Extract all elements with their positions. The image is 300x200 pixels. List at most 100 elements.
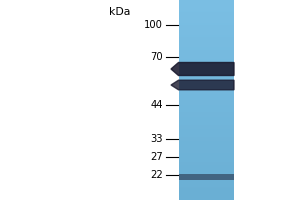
Bar xyxy=(178,43,234,44)
Bar xyxy=(178,169,234,170)
Bar xyxy=(178,35,234,36)
Bar xyxy=(178,69,234,70)
Bar xyxy=(178,65,234,66)
Bar xyxy=(178,178,234,179)
Bar xyxy=(178,37,234,38)
Bar xyxy=(178,76,234,77)
Bar xyxy=(178,42,234,43)
Text: kDa: kDa xyxy=(109,7,130,17)
Bar xyxy=(178,116,234,117)
Bar xyxy=(178,136,234,137)
Bar xyxy=(178,81,234,82)
Bar xyxy=(178,103,234,104)
Bar xyxy=(178,99,234,100)
Polygon shape xyxy=(171,62,234,75)
Bar xyxy=(178,173,234,174)
Bar xyxy=(178,34,234,35)
Bar xyxy=(178,88,234,89)
Bar xyxy=(178,150,234,151)
Bar xyxy=(178,100,234,101)
Bar xyxy=(178,68,234,69)
Bar xyxy=(178,132,234,133)
Bar xyxy=(178,60,234,61)
Bar xyxy=(178,79,234,80)
Bar xyxy=(178,55,234,56)
Bar xyxy=(178,27,234,28)
Bar xyxy=(178,19,234,20)
Bar xyxy=(178,10,234,11)
Bar xyxy=(178,138,234,139)
Bar xyxy=(178,101,234,102)
Bar xyxy=(178,2,234,3)
Bar xyxy=(178,97,234,98)
Bar xyxy=(178,62,234,63)
Bar xyxy=(178,135,234,136)
Bar xyxy=(178,155,234,156)
Bar xyxy=(178,163,234,164)
Bar xyxy=(178,21,234,22)
Bar xyxy=(178,156,234,157)
Bar xyxy=(178,72,234,73)
Bar xyxy=(178,58,234,59)
Bar xyxy=(178,85,234,86)
Bar xyxy=(178,193,234,194)
Bar xyxy=(178,198,234,199)
Bar xyxy=(178,147,234,148)
Bar xyxy=(178,168,234,169)
Bar xyxy=(178,4,234,5)
Text: 100: 100 xyxy=(144,20,163,30)
Bar xyxy=(178,6,234,7)
Bar xyxy=(178,38,234,39)
Bar xyxy=(178,166,234,167)
Bar xyxy=(178,28,234,29)
Bar xyxy=(178,95,234,96)
Bar xyxy=(178,142,234,143)
Bar xyxy=(178,124,234,125)
Bar xyxy=(178,157,234,158)
Bar xyxy=(178,45,234,46)
Bar xyxy=(178,162,234,163)
Bar xyxy=(178,139,234,140)
Bar xyxy=(178,8,234,9)
Bar xyxy=(178,57,234,58)
Bar xyxy=(178,160,234,161)
Bar xyxy=(178,179,234,180)
Bar xyxy=(178,172,234,173)
Bar xyxy=(178,13,234,14)
Bar xyxy=(178,67,234,68)
Bar xyxy=(178,16,234,17)
Bar xyxy=(178,152,234,153)
Bar xyxy=(178,14,234,15)
Bar xyxy=(178,47,234,48)
Bar xyxy=(178,149,234,150)
Bar xyxy=(178,104,234,105)
Bar xyxy=(178,54,234,55)
Bar xyxy=(178,125,234,126)
Text: 27: 27 xyxy=(150,152,163,162)
Bar xyxy=(178,15,234,16)
Bar xyxy=(178,84,234,85)
Bar xyxy=(178,66,234,67)
Bar xyxy=(178,131,234,132)
Bar xyxy=(178,143,234,144)
Bar xyxy=(178,48,234,49)
Bar xyxy=(178,93,234,94)
Bar xyxy=(178,3,234,4)
Bar xyxy=(178,144,234,145)
Bar xyxy=(178,186,234,187)
Bar xyxy=(178,171,234,172)
Bar xyxy=(178,80,234,81)
Bar xyxy=(178,29,234,30)
Bar xyxy=(178,25,234,26)
Bar xyxy=(178,82,234,83)
Bar xyxy=(178,145,234,146)
Bar xyxy=(178,119,234,120)
Bar xyxy=(178,199,234,200)
Bar xyxy=(178,183,234,184)
Bar xyxy=(178,0,234,1)
Polygon shape xyxy=(171,80,234,90)
Bar xyxy=(178,130,234,131)
Bar xyxy=(178,109,234,110)
Bar xyxy=(178,89,234,90)
Bar xyxy=(178,170,234,171)
